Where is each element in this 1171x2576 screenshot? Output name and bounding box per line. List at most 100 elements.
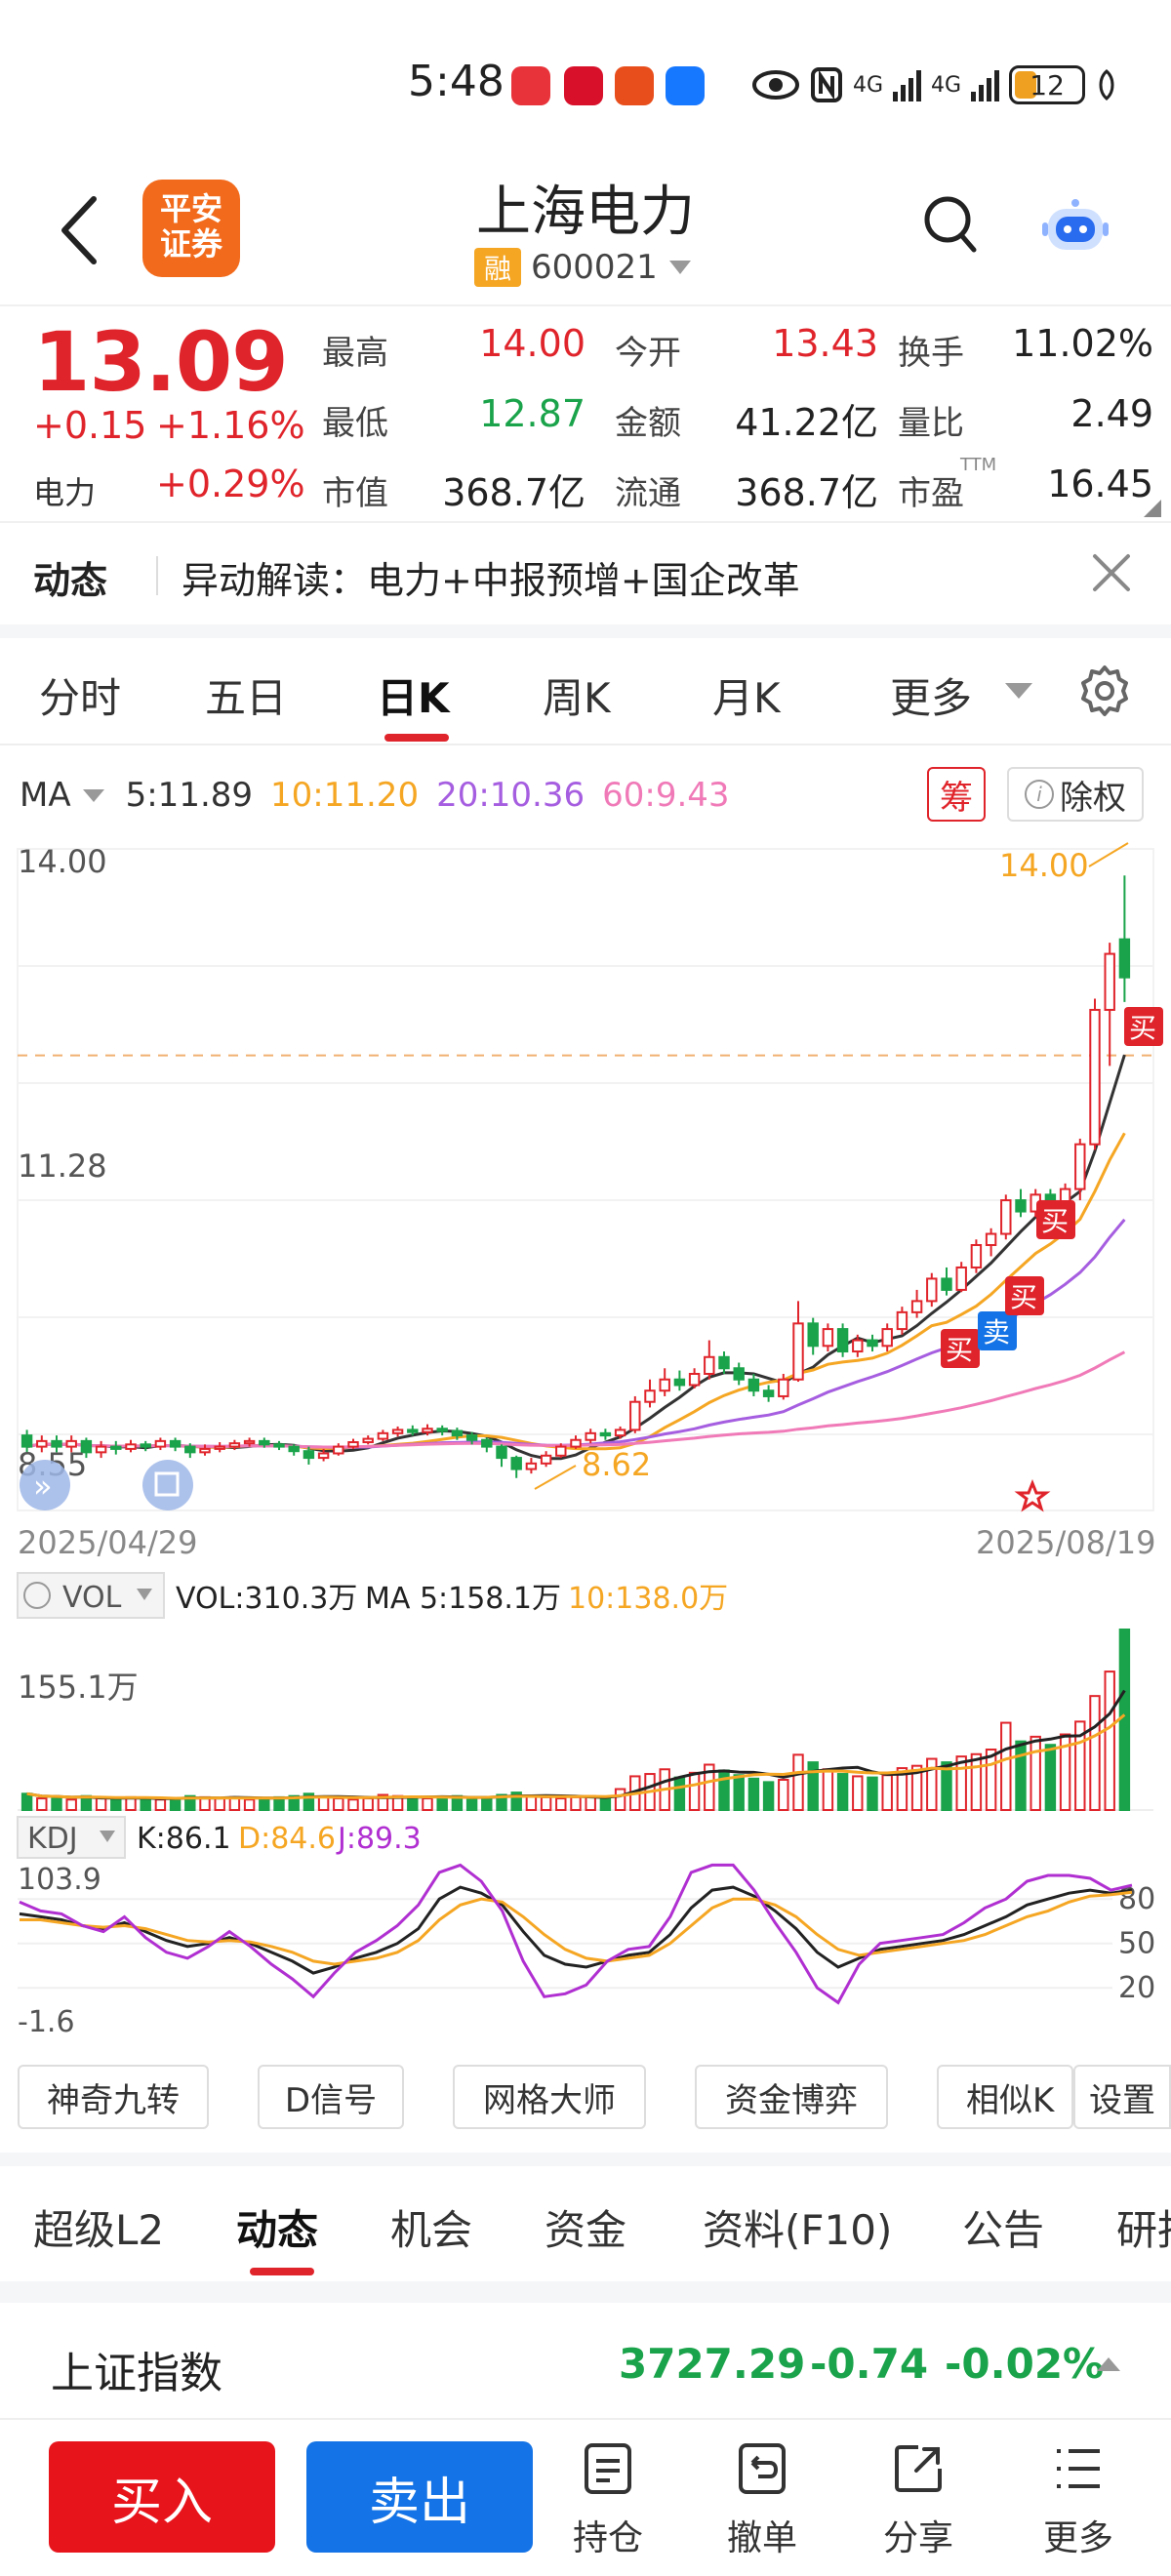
candle [228,1439,241,1451]
volume-bar [926,1757,938,1812]
similar-k-button[interactable]: 相似K [937,2065,1073,2129]
candle-body [852,1339,864,1353]
back-arrow-icon[interactable] [51,191,105,269]
battery-level: 12 [1030,68,1065,101]
quote-panel: 13.09 +0.15 +1.16% 电力 +0.29% 最高 14.00 今开… [0,304,1171,521]
ma60-value: 60:9.43 [602,776,730,815]
candle-body [867,1339,878,1348]
chevron-down-icon [668,261,691,274]
stock-title: 上海电力 [476,181,695,244]
candle-body [910,1300,923,1313]
ma-legend[interactable]: MA 5:11.89 10:11.20 20:10.36 60:9.43 [20,771,747,820]
grid-master-button[interactable]: 网格大师 [453,2065,646,2129]
share-button[interactable]: 分享 [865,2441,972,2568]
status-icons: 4G 4G 12 [751,60,1118,109]
tab-weekly-k[interactable]: 周K [543,674,611,722]
document-icon [585,2443,631,2494]
tab-intraday[interactable]: 分时 [39,674,122,722]
chip-distribution-button[interactable]: 筹 [927,767,986,822]
volume-bar [317,1795,330,1812]
kline-chart[interactable]: 14.0011.288.5514.008.62买卖买买买»2025/04/292… [0,829,1171,2069]
candle-body [673,1378,686,1387]
sector-name[interactable]: 电力 [33,474,97,511]
ex-rights-button[interactable]: i 除权 [1007,767,1144,822]
sell-button[interactable]: 卖出 [306,2441,533,2553]
index-change: -0.74 [810,2340,929,2388]
candle [140,1440,151,1452]
eye-icon [752,70,799,100]
expand-corner-icon[interactable] [1144,500,1161,517]
volume-bar [910,1764,923,1812]
candle [125,1439,137,1453]
bottom-action-bar: 买入 卖出 持仓 撤单 分享 更多 [0,2420,1171,2576]
pe-ttm-superscript: TTM [960,455,997,475]
search-icon[interactable] [921,193,980,256]
index-value: 3727.29 [619,2340,806,2388]
cancel-order-label: 撤单 [726,2518,797,2558]
candle [1089,998,1101,1150]
chevron-up-icon[interactable] [1097,2357,1120,2371]
tab-f10[interactable]: 资料(F10) [703,2206,893,2254]
vol-y-label: 155.1万 [18,1669,139,1706]
news-headline[interactable]: 异动解读：电力+中报预增+国企改革 [182,559,800,602]
tab-research[interactable]: 研报 [1116,2206,1171,2254]
ma20-value: 20:10.36 [436,776,586,815]
candle-body [422,1428,433,1433]
tab-monthly-k[interactable]: 月K [712,674,781,722]
d-signal-button[interactable]: D信号 [258,2065,404,2129]
candle-body [303,1450,315,1460]
candle [451,1428,464,1440]
share-icon [895,2445,942,2492]
candle-body [465,1434,478,1441]
volume-bar [95,1797,107,1811]
last-price: 13.09 [33,314,289,410]
news-bar[interactable]: 动态 异动解读：电力+中报预增+国企改革 [0,521,1171,624]
positions-button[interactable]: 持仓 [554,2441,662,2568]
cancel-order-button[interactable]: 撤单 [708,2441,816,2568]
magic-nine-button[interactable]: 神奇九转 [18,2065,209,2129]
volume-bar [377,1793,389,1812]
broker-logo: 平安 证券 [142,180,240,277]
candle [303,1446,315,1465]
buy-button[interactable]: 买入 [49,2441,275,2553]
candle-body [792,1322,804,1381]
ma5-line [26,1054,1126,1461]
candle [347,1438,359,1449]
close-icon[interactable] [1089,550,1134,595]
info-icon: i [1025,780,1054,809]
candle [1118,875,1131,1002]
info-tabs: 超级L2 动态 机会 资金 资料(F10) 公告 研报 [0,2166,1171,2281]
stock-code-selector[interactable]: 融 600021 [474,246,693,289]
tab-super-l2[interactable]: 超级L2 [33,2206,165,2254]
tab-news[interactable]: 动态 [236,2206,319,2254]
tab-five-day[interactable]: 五日 [205,674,288,722]
more-button[interactable]: 更多 [1025,2441,1132,2568]
candle [377,1429,389,1441]
index-ticker[interactable]: 上证指数 3727.29 -0.74 -0.02% [0,2303,1171,2420]
tab-announcements[interactable]: 公告 [962,2206,1045,2254]
candle [881,1323,893,1352]
tab-daily-k[interactable]: 日K [377,674,450,722]
volume-bar [436,1795,448,1812]
candle-body [570,1438,582,1448]
plugin-settings-button[interactable]: 设置 [1073,2065,1171,2129]
ai-assistant-robot-icon[interactable] [1040,195,1110,258]
candle-body [688,1373,701,1387]
fund-game-button[interactable]: 资金博弈 [695,2065,888,2129]
candle [199,1444,211,1456]
chevron-down-icon [1005,683,1032,699]
candle [20,1429,33,1453]
candle-body [288,1445,300,1453]
ma5-value: 5:11.89 [125,776,254,815]
gear-icon[interactable] [1077,664,1132,718]
volume-bar [1000,1721,1012,1812]
network-label-2: 4G [931,72,962,98]
float-cap-value: 368.7亿 [735,471,878,514]
vol-value: VOL:310.3万 [176,1582,357,1616]
tab-funds[interactable]: 资金 [545,2206,627,2254]
tab-more[interactable]: 更多 [890,674,973,722]
candle-body [184,1445,196,1454]
candle-body [51,1439,62,1448]
section-gap [0,2153,1171,2166]
tab-opportunity[interactable]: 机会 [390,2206,473,2254]
